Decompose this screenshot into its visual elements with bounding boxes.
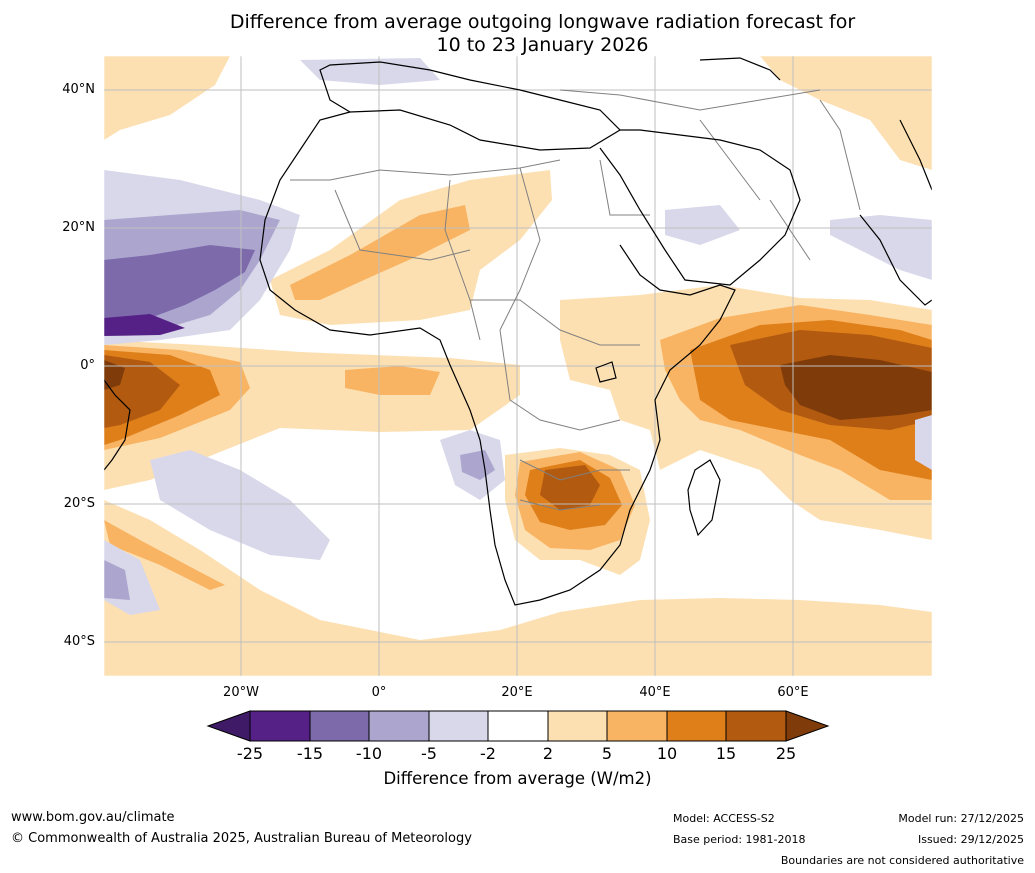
anomaly-band-minus15-minus25	[104, 314, 185, 336]
lat-label-20n: 20°N	[62, 220, 95, 235]
colorbar-tick: -25	[236, 744, 264, 763]
colorbar-tick: -10	[355, 744, 383, 763]
footer-model-run: Model run: 27/12/2025	[898, 812, 1024, 825]
colorbar-segment	[548, 711, 607, 741]
colorbar-segment	[726, 711, 786, 741]
colorbar-outline	[249, 710, 787, 742]
lon-label-60e: 60°E	[777, 685, 809, 700]
colorbar-dividers	[309, 711, 727, 741]
colorbar-title: Difference from average (W/m2)	[383, 769, 652, 788]
country-boundaries	[290, 89, 861, 511]
map-frame	[103, 55, 933, 677]
colorbar-segment	[488, 711, 548, 741]
colorbar-segment	[369, 711, 429, 741]
colorbar-low-extension	[206, 710, 251, 742]
colorbar-tick: 25	[775, 744, 797, 763]
footer-issued: Issued: 29/12/2025	[917, 833, 1024, 846]
lon-label-0: 0°	[371, 685, 387, 700]
footer-website-link[interactable]: www.bom.gov.au/climate	[11, 810, 175, 825]
colorbar-high-extension	[785, 710, 830, 742]
colorbar-tick: 15	[715, 744, 737, 763]
colorbar	[206, 710, 830, 742]
map-title-line1: Difference from average outgoing longwav…	[229, 11, 856, 33]
anomaly-band-above-25	[104, 355, 932, 420]
footer-base-period: Base period: 1981-2018	[673, 833, 806, 846]
map-gridlines	[104, 56, 932, 676]
footer-disclaimer: Boundaries are not considered authoritat…	[780, 854, 1024, 867]
colorbar-segment	[667, 711, 726, 741]
colorbar-tick: 2	[542, 744, 554, 763]
colorbar-tick: 5	[601, 744, 613, 763]
colorbar-tick: -5	[421, 744, 437, 763]
map-title-line2: 10 to 23 January 2026	[436, 34, 649, 56]
anomaly-band-minus10-minus15	[104, 245, 255, 320]
lat-label-40s: 40°S	[63, 634, 95, 649]
footer-model: Model: ACCESS-S2	[673, 812, 775, 825]
colorbar-segment	[310, 711, 369, 741]
colorbar-segment	[607, 711, 667, 741]
lon-label-40e: 40°E	[639, 685, 671, 700]
lat-label-0: 0°	[80, 358, 95, 373]
map-plot-area	[104, 56, 932, 676]
colorbar-tick: -2	[480, 744, 496, 763]
lat-label-20s: 20°S	[63, 496, 95, 511]
coastlines	[104, 57, 932, 606]
lon-label-20w: 20°W	[223, 685, 259, 700]
footer-copyright: © Commonwealth of Australia 2025, Austra…	[11, 831, 472, 846]
colorbar-segment	[250, 711, 310, 741]
colorbar-tick: 10	[656, 744, 678, 763]
lon-label-20e: 20°E	[501, 685, 533, 700]
lat-label-40n: 40°N	[62, 82, 95, 97]
colorbar-tick: -15	[296, 744, 324, 763]
colorbar-segment	[429, 711, 488, 741]
